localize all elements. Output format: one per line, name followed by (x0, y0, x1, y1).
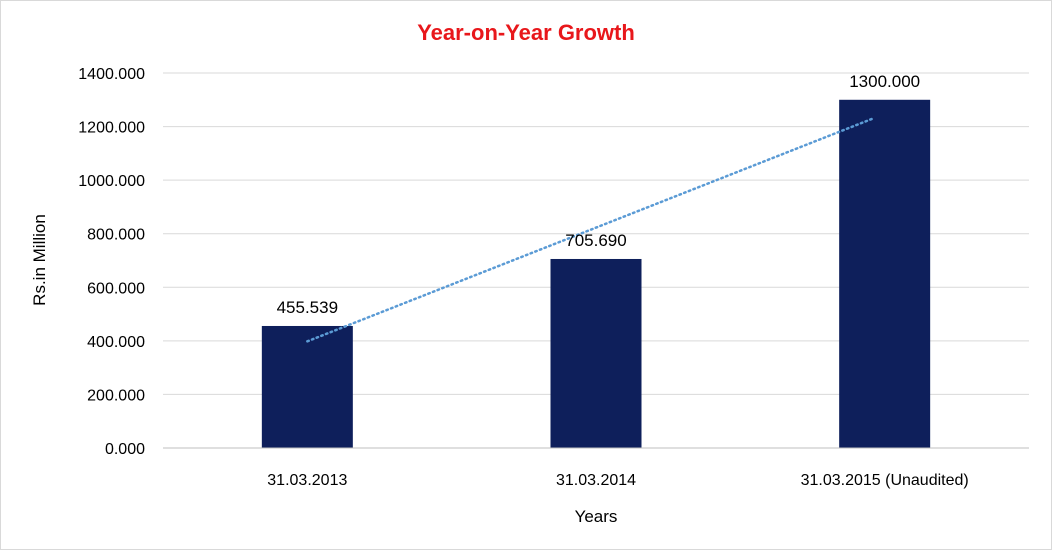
data-label: 455.539 (277, 298, 338, 317)
data-label: 1300.000 (849, 72, 920, 91)
data-label: 705.690 (565, 231, 626, 250)
x-axis-ticks: 31.03.2013 31.03.2014 31.03.2015 (Unaudite… (267, 472, 968, 489)
chart-title: Year-on-Year Growth (417, 20, 635, 45)
y-axis-title: Rs.in Million (30, 214, 49, 306)
y-tick-label: 1400.000 (78, 66, 145, 83)
y-tick-label: 600.000 (87, 280, 145, 297)
x-tick-label: 31.03.2015 (Unaudited) (801, 472, 969, 489)
x-tick-label: 31.03.2014 (556, 472, 636, 489)
y-tick-label: 800.000 (87, 227, 145, 244)
trendline-group (306, 116, 876, 343)
bar (839, 99, 931, 449)
x-axis-title: Years (575, 507, 618, 526)
trendline (306, 116, 876, 343)
x-tick-label: 31.03.2013 (267, 472, 347, 489)
bar (550, 258, 642, 448)
y-tick-label: 1200.000 (78, 120, 145, 137)
data-labels: 455.539 705.690 1300.000 (277, 72, 921, 317)
y-tick-label: 0.000 (105, 441, 145, 458)
y-tick-label: 1000.000 (78, 173, 145, 190)
bar (261, 325, 353, 448)
y-tick-label: 400.000 (87, 334, 145, 351)
y-tick-label: 200.000 (87, 387, 145, 404)
bars (261, 99, 931, 449)
y-axis-ticks: 0.000 200.000 400.000 600.000 800.000 1000.00… (78, 66, 145, 458)
